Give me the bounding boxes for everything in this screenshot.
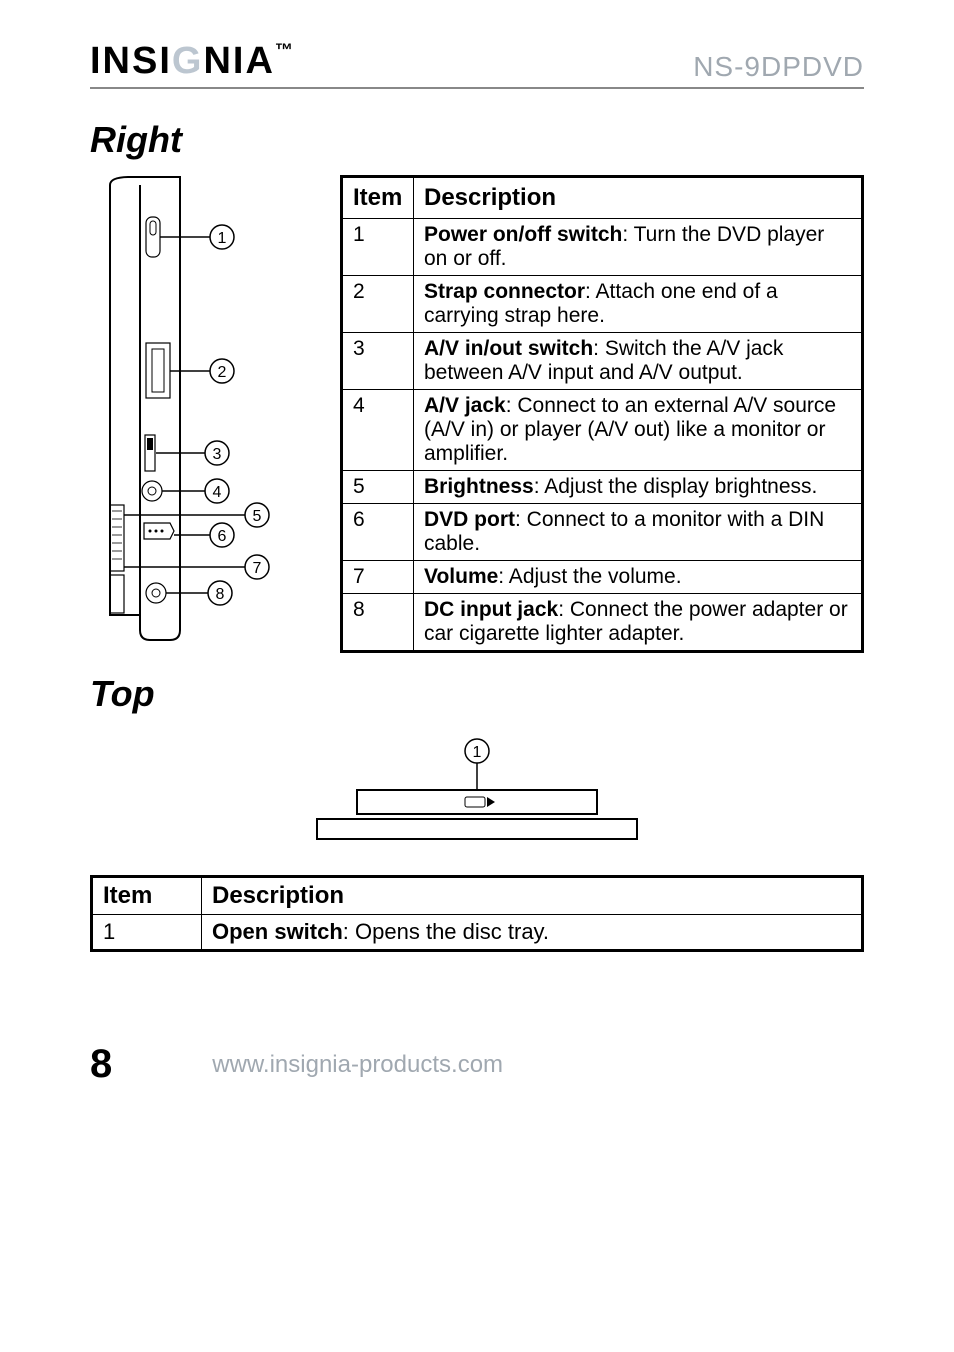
section-title-top: Top xyxy=(90,673,864,715)
top-table: Item Description 1 Open switch: Opens th… xyxy=(90,875,864,952)
footer: 8 www.insignia-products.com xyxy=(90,1042,864,1087)
table-row: 7 Volume: Adjust the volume. xyxy=(342,561,863,594)
model-number: NS-9DPDVD xyxy=(693,51,864,83)
col-item: Item xyxy=(92,877,202,915)
callout-2: 2 xyxy=(218,364,227,381)
header: INSIGNIA™ NS-9DPDVD xyxy=(90,40,864,89)
top-diagram: 1 xyxy=(90,735,864,845)
section-title-right: Right xyxy=(90,119,864,161)
top-callout-1: 1 xyxy=(473,744,482,761)
table-row: 1 Open switch: Opens the disc tray. xyxy=(92,915,863,951)
brand-logo: INSIGNIA™ xyxy=(90,40,295,83)
table-row: 1 Power on/off switch: Turn the DVD play… xyxy=(342,219,863,276)
table-row: 2 Strap connector: Attach one end of a c… xyxy=(342,276,863,333)
col-desc: Description xyxy=(202,877,863,915)
footer-url: www.insignia-products.com xyxy=(212,1051,503,1079)
brand-suffix: NIA xyxy=(203,40,274,82)
callout-7: 7 xyxy=(253,560,262,577)
col-desc: Description xyxy=(414,177,863,219)
brand-accent: G xyxy=(172,40,204,82)
table-row: 3 A/V in/out switch: Switch the A/V jack… xyxy=(342,333,863,390)
trademark: ™ xyxy=(275,40,295,60)
callout-1: 1 xyxy=(218,230,227,247)
right-section: 1 2 3 4 xyxy=(90,175,864,653)
callout-4: 4 xyxy=(213,484,222,501)
right-table: Item Description 1 Power on/off switch: … xyxy=(340,175,864,653)
callout-3: 3 xyxy=(213,446,222,463)
page-number: 8 xyxy=(90,1042,112,1087)
right-table-wrap: Item Description 1 Power on/off switch: … xyxy=(340,175,864,653)
table-row: 4 A/V jack: Connect to an external A/V s… xyxy=(342,390,863,471)
brand-prefix: INSI xyxy=(90,40,172,82)
col-item: Item xyxy=(342,177,414,219)
callout-6: 6 xyxy=(218,528,227,545)
callout-5: 5 xyxy=(253,508,262,525)
table-row: 5 Brightness: Adjust the display brightn… xyxy=(342,471,863,504)
callout-8: 8 xyxy=(216,586,225,603)
right-side-diagram: 1 2 3 4 xyxy=(90,175,310,650)
table-row: 8 DC input jack: Connect the power adapt… xyxy=(342,594,863,652)
table-row: 6 DVD port: Connect to a monitor with a … xyxy=(342,504,863,561)
